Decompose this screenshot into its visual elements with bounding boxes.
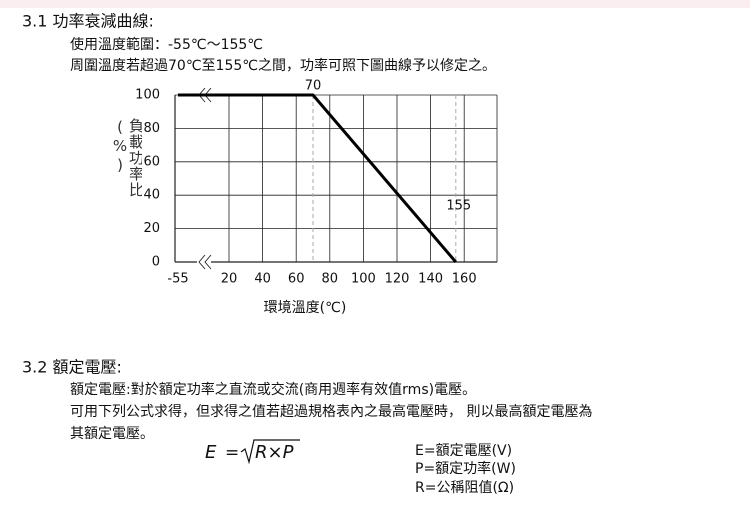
text-line: 可用下列公式求得，但求得之值若超過規格表內之最高電壓時， 則以最高額定電壓為 xyxy=(70,403,592,420)
top-band xyxy=(0,0,750,8)
heading: 3.1 功率衰減曲線: xyxy=(22,12,154,31)
data-line xyxy=(178,93,457,263)
text-line: 額定電壓:對於額定功率之直流或交流(商用週率有效值rms)電壓。 xyxy=(70,381,476,398)
text-line: 使用溫度範圍：-55℃～155℃ xyxy=(70,36,263,53)
annotation: 155 xyxy=(446,199,471,214)
x-tick-label: 60 xyxy=(288,272,305,287)
annotation: 70 xyxy=(305,79,322,94)
legend-entry: R=公稱阻值(Ω) xyxy=(415,480,514,496)
formula-radicand: R×P xyxy=(255,442,294,463)
text-line: 周圍溫度若超過70℃至155℃之間，功率可照下圖曲線予以修定之。 xyxy=(70,57,496,74)
y-axis-label: 負載功率比(%) xyxy=(112,118,142,198)
y-tick-label: 0 xyxy=(152,255,160,270)
y-tick-label: 40 xyxy=(143,188,160,203)
sqrt-sign xyxy=(240,439,300,465)
axis-break xyxy=(198,254,212,270)
heading: 3.2 額定電壓: xyxy=(22,358,122,377)
x-tick-label: 120 xyxy=(385,272,410,287)
legend-entry: E=額定電壓(V) xyxy=(415,443,512,459)
x-axis-label: 環境溫度(℃) xyxy=(264,300,347,316)
text-line: 其額定電壓。 xyxy=(70,426,154,442)
y-tick-label: 100 xyxy=(135,88,160,103)
legend-entry: P=額定功率(W) xyxy=(415,460,516,477)
y-label-box: 負載功率比(%) xyxy=(112,118,142,198)
x-tick-label: 160 xyxy=(452,272,477,287)
axis-break xyxy=(197,254,211,270)
x-tick-label: -55 xyxy=(167,272,188,287)
x-tick-label: 140 xyxy=(418,272,443,287)
x-tick-label: 80 xyxy=(322,272,339,287)
y-tick-label: 80 xyxy=(143,121,160,136)
x-tick-label: 40 xyxy=(254,272,271,287)
formula-equals: = xyxy=(225,443,239,463)
x-tick-label: 100 xyxy=(351,272,376,287)
x-tick-label: 20 xyxy=(221,272,238,287)
y-tick-label: 20 xyxy=(143,221,160,236)
y-tick-label: 60 xyxy=(143,154,160,169)
formula-lhs: E xyxy=(205,442,217,463)
